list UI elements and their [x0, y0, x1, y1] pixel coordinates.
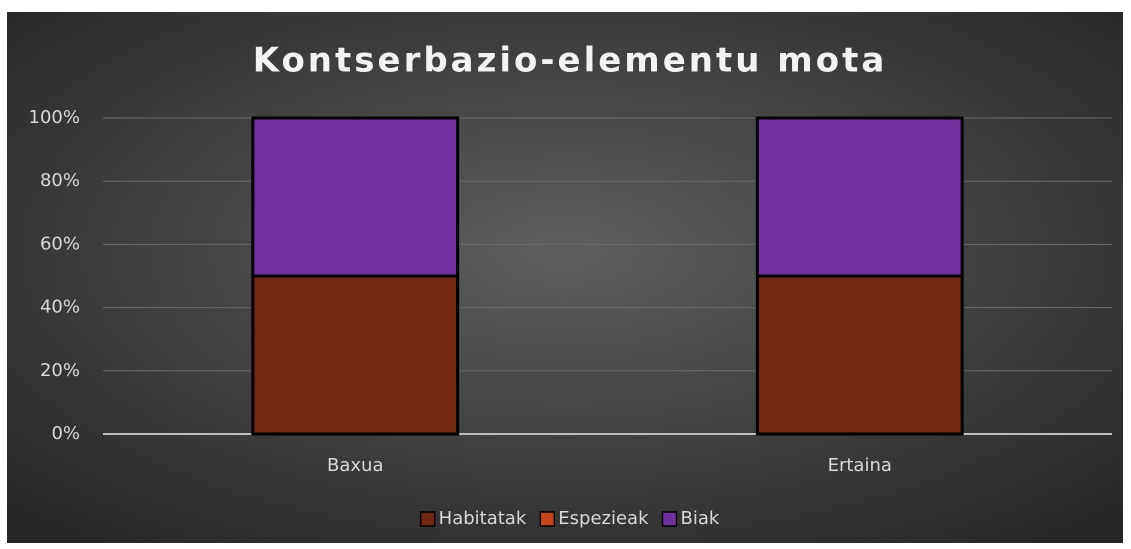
bar-segment	[755, 274, 964, 436]
y-tick-label: 80%	[40, 170, 80, 191]
bar-segment	[755, 116, 964, 278]
y-tick-label: 60%	[40, 233, 80, 254]
chart-title: Kontserbazio-elementu mota	[253, 41, 888, 81]
y-tick-label: 40%	[40, 297, 80, 318]
y-tick-label: 100%	[29, 107, 80, 128]
x-tick-label: Baxua	[327, 455, 383, 476]
bar-segment	[251, 116, 460, 278]
x-tick-label: Ertaina	[828, 455, 892, 476]
legend-swatch	[661, 511, 678, 527]
y-tick-label: 20%	[40, 360, 80, 381]
y-tick-label: 0%	[51, 423, 80, 444]
legend-label: Espezieak	[558, 508, 649, 529]
legend-swatch	[419, 511, 436, 527]
legend-label: Biak	[681, 508, 720, 529]
legend-label: Habitatak	[439, 508, 527, 529]
bar-segment	[251, 274, 460, 436]
legend-swatch	[539, 511, 556, 527]
